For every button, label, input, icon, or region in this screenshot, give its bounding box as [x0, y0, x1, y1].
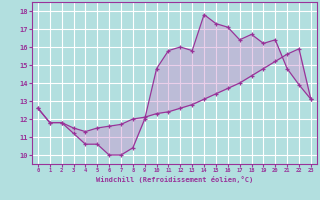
X-axis label: Windchill (Refroidissement éolien,°C): Windchill (Refroidissement éolien,°C)	[96, 176, 253, 183]
